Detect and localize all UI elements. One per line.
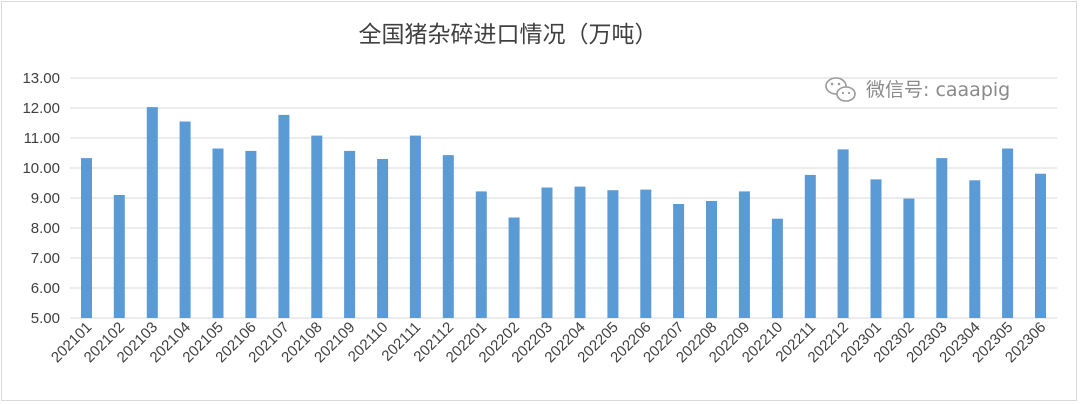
bar xyxy=(804,174,816,318)
grid-lines xyxy=(70,77,1057,319)
bar xyxy=(936,158,948,318)
y-tick-label: 10.00 xyxy=(22,160,60,177)
y-tick-label: 13.00 xyxy=(22,70,60,87)
y-tick-label: 9.00 xyxy=(31,190,60,207)
bar xyxy=(771,218,783,318)
bar xyxy=(377,159,389,318)
bar xyxy=(475,191,487,318)
bar xyxy=(508,217,520,318)
watermark-text: 微信号: caaapig xyxy=(866,79,1010,101)
bar-series xyxy=(81,107,1046,319)
bar xyxy=(442,155,454,318)
y-tick-label: 5.00 xyxy=(31,310,60,327)
bar xyxy=(113,195,125,318)
bar xyxy=(706,201,717,318)
y-tick-label: 7.00 xyxy=(31,250,60,267)
watermark: 微信号: caaapig xyxy=(825,77,1010,102)
y-tick-label: 6.00 xyxy=(31,280,60,297)
bar xyxy=(409,135,421,318)
y-axis-ticks: 5.00 6.00 7.00 8.00 9.00 10.00 11.00 12.00 13.00 xyxy=(22,70,60,327)
bar xyxy=(1035,173,1046,318)
y-tick-label: 8.00 xyxy=(31,220,60,237)
bar xyxy=(344,150,356,318)
bar xyxy=(311,135,323,318)
bar xyxy=(212,148,224,318)
bar xyxy=(837,149,849,318)
chart-title: 全国猪杂碎进口情况（万吨） xyxy=(359,22,658,48)
bar xyxy=(640,189,652,318)
y-tick-label: 12.00 xyxy=(22,100,60,117)
bar xyxy=(1002,148,1014,318)
bar xyxy=(146,107,158,318)
bar xyxy=(278,114,290,319)
bar xyxy=(870,179,882,318)
bar xyxy=(179,121,191,318)
bar xyxy=(673,204,685,318)
bar xyxy=(81,158,92,318)
bar xyxy=(541,187,553,318)
bar xyxy=(738,191,750,318)
bar xyxy=(607,190,619,318)
x-axis-ticks: 2021012021022021032021042021052021062021… xyxy=(48,319,1049,366)
y-tick-label: 11.00 xyxy=(24,130,60,147)
bar xyxy=(969,180,981,318)
wechat-icon xyxy=(825,77,856,102)
bar xyxy=(574,186,586,318)
bar xyxy=(903,198,915,318)
bar xyxy=(245,150,257,318)
